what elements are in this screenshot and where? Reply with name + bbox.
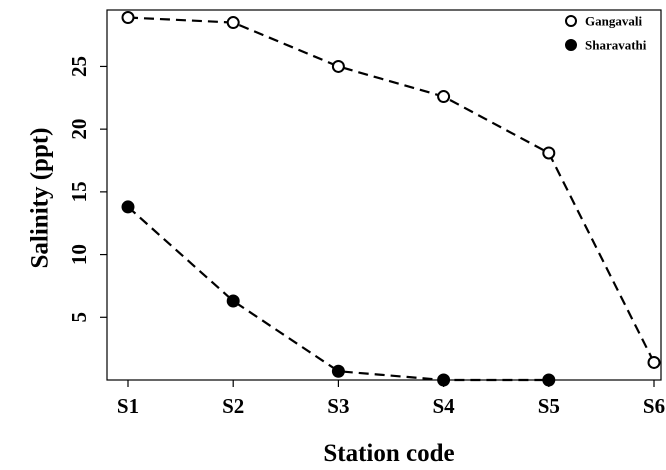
data-point [542,373,556,387]
x-axis-title: Station code [323,440,454,467]
series-line [127,206,549,382]
series-group [121,11,661,387]
y-tick-label: 5 [67,312,91,323]
plot-frame [106,9,662,381]
data-point [542,146,556,160]
data-point [331,364,345,378]
y-tick-label: 10 [67,244,91,265]
data-point [121,11,135,25]
x-tick-label: S4 [433,394,456,418]
data-point [121,200,135,214]
legend-label: Gangavali [585,14,642,29]
data-point [226,16,240,30]
legend: Gangavali Sharavathi [565,14,647,53]
data-point [226,294,240,308]
x-axis: S1 S2 S3 S4 S5 S6 [117,380,665,418]
x-tick-label: S6 [643,394,665,418]
legend-marker [565,15,577,27]
x-tick-label: S2 [222,394,244,418]
x-tick-label: S3 [327,394,349,418]
y-tick-label: 25 [67,56,91,77]
data-point [331,59,345,73]
legend-marker [565,39,577,51]
data-point [437,90,451,104]
series-sharavathi [121,200,556,387]
x-tick-label: S5 [538,394,560,418]
y-axis: 5 10 15 20 25 [67,56,107,323]
data-point [437,373,451,387]
y-tick-label: 20 [67,119,91,140]
y-axis-title: Salinity (ppt) [27,127,54,268]
legend-label: Sharavathi [585,38,647,53]
series-gangavali [121,11,661,369]
y-tick-label: 15 [67,181,91,202]
data-point [647,355,661,369]
plot-area [106,9,662,381]
series-line [127,16,655,363]
x-tick-label: S1 [117,394,139,418]
